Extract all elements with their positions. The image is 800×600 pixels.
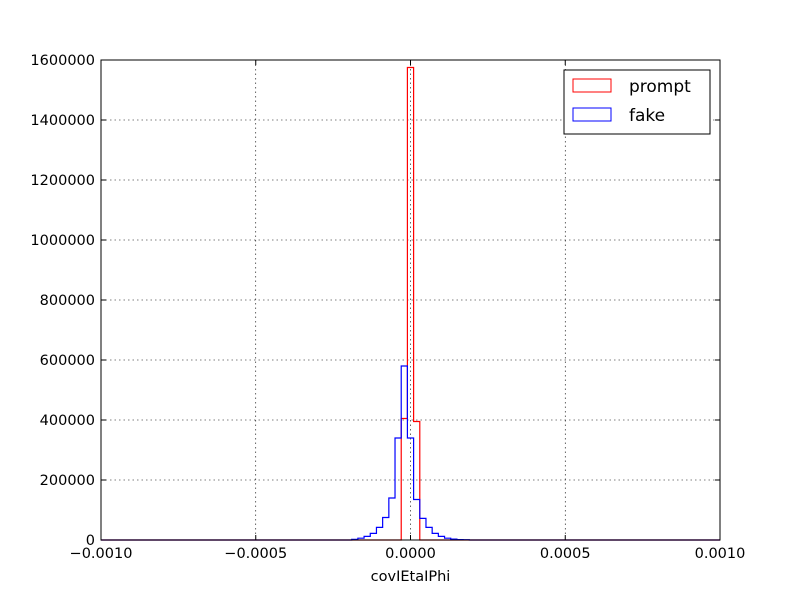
x-tick-label: 0.0000 — [385, 546, 436, 562]
legend-label-prompt: prompt — [629, 77, 691, 97]
legend-box — [563, 69, 711, 135]
y-tick-label: 0 — [86, 533, 95, 549]
grid — [101, 60, 720, 540]
y-tick-label: 1600000 — [30, 53, 95, 69]
y-tick-label: 200000 — [40, 473, 95, 489]
x-tick-label: −0.0005 — [224, 546, 287, 562]
ticks — [100, 59, 721, 541]
y-tick-label: 1400000 — [30, 113, 95, 129]
legend: prompt fake — [563, 69, 711, 135]
x-tick-labels: −0.0010 −0.0005 0.0000 0.0005 0.0010 — [70, 546, 746, 562]
y-tick-label: 1200000 — [30, 173, 95, 189]
x-tick-label: −0.0010 — [70, 546, 133, 562]
series-fake — [101, 365, 720, 541]
y-tick-label: 400000 — [40, 413, 95, 429]
y-tick-labels: 0 200000 400000 600000 800000 1000000 1200000 1… — [30, 53, 95, 549]
x-tick-label: 0.0010 — [695, 546, 746, 562]
legend-label-fake: fake — [629, 106, 665, 126]
y-tick-label: 600000 — [40, 353, 95, 369]
y-tick-label: 800000 — [40, 293, 95, 309]
legend-swatch-prompt — [572, 78, 612, 93]
x-tick-label: 0.0005 — [540, 546, 591, 562]
y-tick-label: 1000000 — [30, 233, 95, 249]
x-axis-label: covIEtaIPhi — [371, 569, 451, 585]
legend-swatch-fake — [572, 107, 612, 122]
